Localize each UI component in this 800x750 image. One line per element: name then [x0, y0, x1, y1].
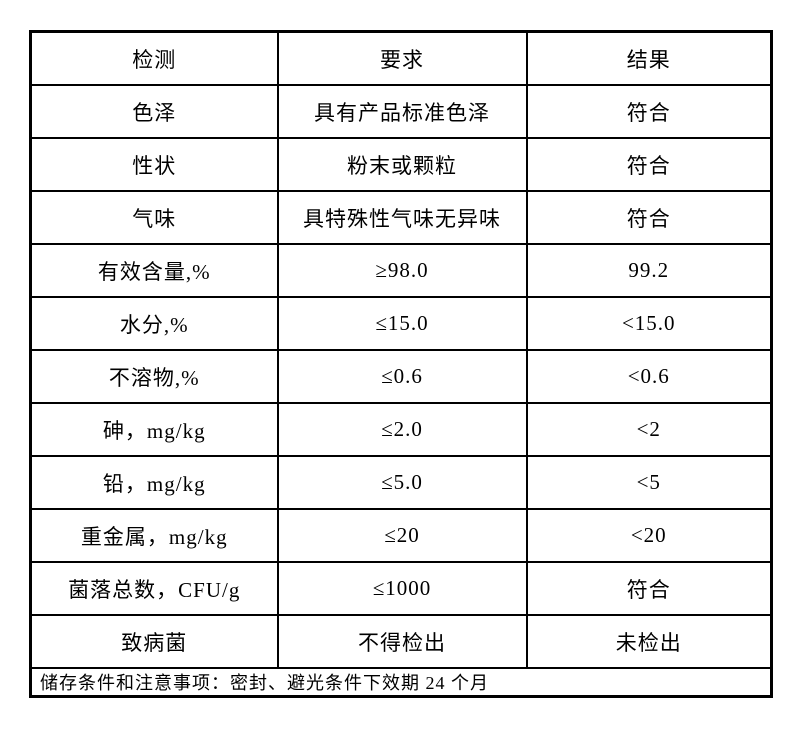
footer-row: 储存条件和注意事项：密封、避光条件下效期 24 个月 — [29, 667, 773, 698]
requirement-cell: ≤1000 — [276, 561, 528, 616]
result-cell: 未检出 — [525, 614, 773, 669]
column-header-test: 检测 — [29, 30, 279, 86]
inspection-spec-table: 检测 要求 结果 色泽 具有产品标准色泽 符合 性状 粉末或颗粒 符合 气味 具特殊性气味无异… — [29, 30, 773, 698]
column-header-requirement: 要求 — [276, 30, 528, 86]
result-cell: 符合 — [525, 84, 773, 139]
requirement-cell: ≥98.0 — [276, 243, 528, 298]
requirement-cell: 具有产品标准色泽 — [276, 84, 528, 139]
table-row: 色泽 具有产品标准色泽 符合 — [29, 84, 773, 139]
test-name-cell: 水分,% — [29, 296, 279, 351]
result-cell: <2 — [525, 402, 773, 457]
result-cell: 99.2 — [525, 243, 773, 298]
table-row: 有效含量,% ≥98.0 99.2 — [29, 243, 773, 298]
table-row: 气味 具特殊性气味无异味 符合 — [29, 190, 773, 245]
table-row: 菌落总数，CFU/g ≤1000 符合 — [29, 561, 773, 616]
test-name-cell: 致病菌 — [29, 614, 279, 669]
result-cell: 符合 — [525, 137, 773, 192]
result-cell: <20 — [525, 508, 773, 563]
test-name-cell: 菌落总数，CFU/g — [29, 561, 279, 616]
test-name-cell: 性状 — [29, 137, 279, 192]
test-name-cell: 色泽 — [29, 84, 279, 139]
table-row: 铅，mg/kg ≤5.0 <5 — [29, 455, 773, 510]
test-name-cell: 不溶物,% — [29, 349, 279, 404]
table-row: 重金属，mg/kg ≤20 <20 — [29, 508, 773, 563]
test-name-cell: 重金属，mg/kg — [29, 508, 279, 563]
header-row: 检测 要求 结果 — [29, 30, 773, 86]
test-name-cell: 砷，mg/kg — [29, 402, 279, 457]
table-row: 砷，mg/kg ≤2.0 <2 — [29, 402, 773, 457]
requirement-cell: ≤5.0 — [276, 455, 528, 510]
table-row: 性状 粉末或颗粒 符合 — [29, 137, 773, 192]
table-row: 水分,% ≤15.0 <15.0 — [29, 296, 773, 351]
test-name-cell: 有效含量,% — [29, 243, 279, 298]
table-row: 不溶物,% ≤0.6 <0.6 — [29, 349, 773, 404]
requirement-cell: 具特殊性气味无异味 — [276, 190, 528, 245]
result-cell: <0.6 — [525, 349, 773, 404]
column-header-result: 结果 — [525, 30, 773, 86]
requirement-cell: ≤0.6 — [276, 349, 528, 404]
result-cell: 符合 — [525, 190, 773, 245]
requirement-cell: 不得检出 — [276, 614, 528, 669]
table-row: 致病菌 不得检出 未检出 — [29, 614, 773, 669]
result-cell: <5 — [525, 455, 773, 510]
test-name-cell: 气味 — [29, 190, 279, 245]
storage-conditions-note: 储存条件和注意事项：密封、避光条件下效期 24 个月 — [29, 667, 773, 698]
test-name-cell: 铅，mg/kg — [29, 455, 279, 510]
result-cell: <15.0 — [525, 296, 773, 351]
table-body: 色泽 具有产品标准色泽 符合 性状 粉末或颗粒 符合 气味 具特殊性气味无异味 符合 有效含量,%… — [29, 84, 773, 669]
requirement-cell: 粉末或颗粒 — [276, 137, 528, 192]
requirement-cell: ≤20 — [276, 508, 528, 563]
result-cell: 符合 — [525, 561, 773, 616]
requirement-cell: ≤15.0 — [276, 296, 528, 351]
requirement-cell: ≤2.0 — [276, 402, 528, 457]
